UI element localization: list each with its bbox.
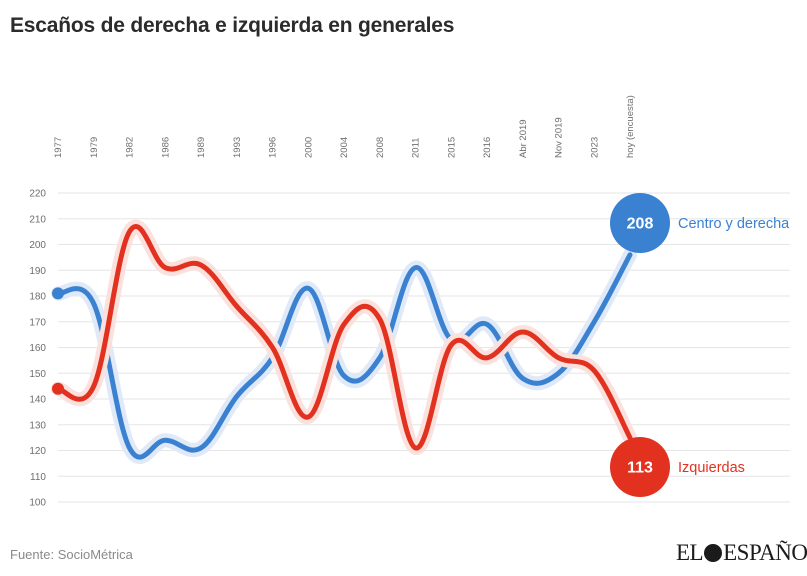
x-tick-label: Abr 2019 [518, 119, 529, 158]
x-tick-label: 2011 [411, 138, 422, 158]
end-value-bubble [610, 193, 670, 253]
x-tick-label: 1989 [196, 137, 207, 158]
lion-seal-icon [704, 544, 723, 562]
x-tick-label: 2004 [339, 137, 350, 158]
end-value-bubble [610, 437, 670, 497]
y-tick-label: 210 [29, 214, 46, 225]
y-tick-label: 170 [29, 317, 46, 328]
x-tick-label: 1979 [89, 137, 100, 158]
source-note: Fuente: SocioMétrica [10, 547, 133, 562]
end-value-label: 113 [627, 460, 653, 477]
x-tick-label: 2008 [375, 137, 386, 158]
series-name-label: Centro y derecha [678, 216, 790, 232]
y-tick-label: 110 [30, 472, 46, 483]
x-tick-label: 2023 [589, 137, 600, 158]
x-tick-label: 1993 [232, 137, 243, 158]
x-tick-label: 2016 [482, 137, 493, 158]
chart-title: Escaños de derecha e izquierda en genera… [10, 14, 455, 37]
series-halo-centro-y-derecha [51, 247, 637, 464]
y-tick-label: 160 [29, 343, 46, 354]
el-espanol-logo: EL ESPAÑOL [676, 540, 807, 566]
x-tick-label: 1982 [125, 137, 136, 158]
y-tick-label: 100 [29, 498, 46, 509]
y-tick-label: 130 [29, 420, 46, 431]
series-line-izquierdas [55, 224, 633, 451]
series-halo-izquierdas [51, 219, 637, 455]
x-tick-label: 2000 [303, 137, 314, 158]
x-tick-label: 2015 [446, 137, 457, 158]
x-tick-label: hoy (encuesta) [625, 95, 636, 158]
series-name-label: Izquierdas [678, 460, 745, 476]
series-start-dot [52, 382, 64, 395]
y-tick-label: 150 [29, 369, 46, 380]
x-tick-label: 1996 [268, 137, 279, 158]
series-start-dot [52, 287, 64, 300]
logo-text-right: ESPAÑOL [723, 540, 807, 565]
end-value-label: 208 [627, 216, 654, 233]
logo-text-left: EL [676, 540, 704, 565]
y-tick-label: 190 [29, 266, 46, 277]
series-line-centro-y-derecha [55, 252, 633, 460]
y-tick-label: 180 [29, 292, 46, 303]
x-tick-label: Nov 2019 [554, 117, 565, 158]
x-tick-label: 1977 [53, 137, 64, 158]
y-tick-label: 200 [29, 240, 46, 251]
y-tick-label: 220 [29, 189, 46, 200]
x-tick-label: 1986 [160, 137, 171, 158]
y-tick-label: 120 [29, 446, 46, 457]
y-tick-label: 140 [29, 395, 46, 406]
